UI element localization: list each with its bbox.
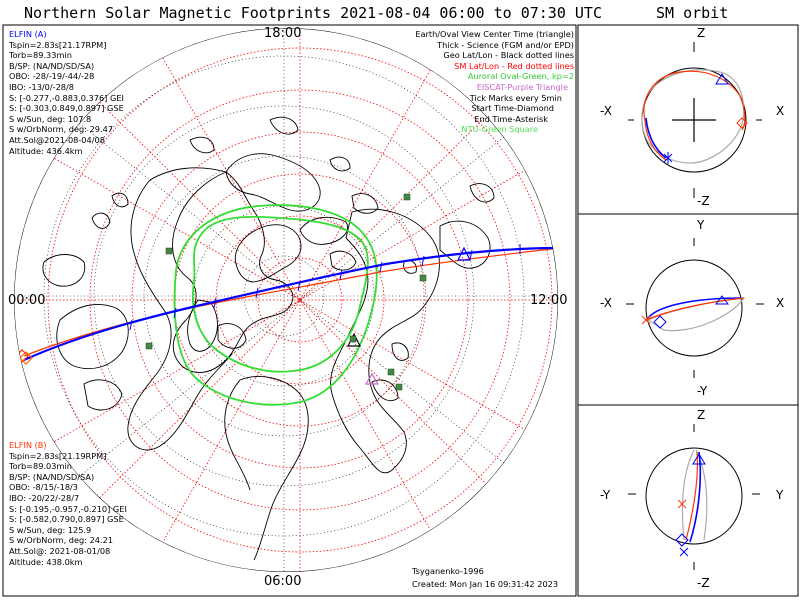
orbit-title: SM orbit: [656, 4, 729, 22]
elfin-a-line: Tspin=2.83s[21.17RPM]: [9, 39, 107, 50]
orbit3-right: Y: [776, 488, 784, 502]
elfin-b-line: S: [-0.582,0.790,0.897] GSE: [9, 514, 124, 525]
elfin-a-name: ELFIN (A): [9, 29, 47, 39]
legend-line: Thick - Science (FGM and/or EPD): [437, 39, 574, 50]
orbit1-top: Z: [697, 26, 706, 40]
orbit-panel-xz: [628, 42, 762, 198]
legend-line: Tick Marks every 5min: [469, 92, 562, 103]
track-ticks: [129, 244, 521, 331]
auroral-oval: [173, 204, 378, 406]
orbit3-top: Z: [697, 408, 706, 422]
elfin-b-line: S: [-0.195,-0.957,-0.210] GEI: [9, 503, 127, 514]
station-squares: [145, 193, 427, 391]
legend-line: SM Lat/Lon - Red dotted lines: [454, 60, 574, 71]
elfin-a-track: [23, 246, 558, 362]
orbit2-bottom: -Y: [697, 384, 708, 398]
orbit2-left: -X: [600, 296, 612, 310]
created: Created: Mon Jan 16 09:31:42 2023: [412, 579, 559, 589]
map-label-top: 18:00: [264, 26, 302, 41]
elfin-b-line: IBO: -20/22/-28/7: [9, 492, 80, 503]
legend-line: Start Time-Diamond: [471, 103, 554, 114]
elfin-b-line: OBO: -8/15/-18/3: [9, 482, 79, 493]
elfin-b-line: Tspin=2.83s[21.19RPM]: [9, 450, 107, 461]
orbit2-right: X: [776, 296, 785, 310]
elfin-a-line: Altitude: 436.4km: [9, 145, 83, 156]
orbit3-left: -Y: [600, 488, 611, 502]
orbit1-left: -X: [600, 104, 612, 118]
legend-line: NTU-Green Square: [461, 124, 538, 135]
orbit-panel-border: [577, 24, 799, 597]
legend-line: End Time-Asterisk: [474, 113, 548, 124]
credit: Tsyganenko-1996: [412, 566, 484, 576]
orbit-panel-yz: [628, 424, 760, 570]
orbit-panel-xy: [626, 238, 764, 378]
map-label-bottom: 06:00: [264, 574, 302, 589]
elfin-b-line: Altitude: 438.0km: [9, 556, 83, 567]
elfin-a-line: Att.Sol@2021-08-04/08: [9, 134, 105, 145]
legend-line: Geo Lat/Lon - Black dotted lines: [443, 50, 574, 61]
orbit2-top: Y: [697, 218, 705, 232]
elfin-b-line: S w/Sun, deg: 125.9: [9, 524, 92, 535]
page-title: Northern Solar Magnetic Footprints 2021-…: [24, 4, 602, 22]
end-markers: [555, 240, 558, 256]
map-panel-border: [2, 24, 577, 597]
elfin-b-line: S w/OrbNorm, deg: 24.21: [9, 535, 114, 546]
elfin-b-line: B/SP: (NA/ND/SD/SA): [9, 471, 95, 482]
elfin-b-line: Torb=89.03min: [9, 461, 72, 472]
elfin-b-line: Att.Sol@: 2021-08-01/08: [9, 545, 111, 556]
elfin-b-name: ELFIN (B): [9, 440, 47, 450]
coastlines: [42, 116, 495, 561]
elfin-a-line: B/SP: (NA/ND/SD/SA): [9, 60, 95, 71]
map-label-right: 12:00: [530, 293, 568, 308]
legend: Earth/Oval View Center Time (triangle) T…: [415, 29, 574, 135]
elfin-a-line: Torb=89.33min: [9, 50, 72, 61]
elfin-a-info: ELFIN (A) Tspin=2.83s[21.17RPM] Torb=89.…: [9, 29, 124, 156]
orbit1-bottom: -Z: [697, 194, 710, 208]
elfin-a-line: S w/OrbNorm, deg: 29.47: [9, 124, 114, 135]
legend-line: EISCAT-Purple Triangle: [476, 81, 568, 92]
elfin-a-line: S: [-0.303,0.849,0.897] GSE: [9, 103, 124, 114]
elfin-a-line: S w/Sun, deg: 107.8: [9, 113, 92, 124]
eiscat-triangle: [364, 372, 380, 385]
elfin-b-info: ELFIN (B) Tspin=2.83s[21.19RPM] Torb=89.…: [9, 440, 127, 567]
elfin-a-line: OBO: -28/-19/-44/-28: [9, 71, 95, 82]
elfin-a-line: S: [-0.277,-0.883,0.376] GEI: [9, 92, 124, 103]
legend-line: Earth/Oval View Center Time (triangle): [415, 29, 574, 39]
legend-line: Auroral Oval-Green, kp=2: [467, 71, 574, 82]
orbit1-right: X: [776, 104, 785, 118]
orbit3-bottom: -Z: [697, 576, 710, 590]
map-label-left: 00:00: [8, 293, 46, 308]
elfin-a-line: IBO: -13/0/-28/8: [9, 81, 74, 92]
